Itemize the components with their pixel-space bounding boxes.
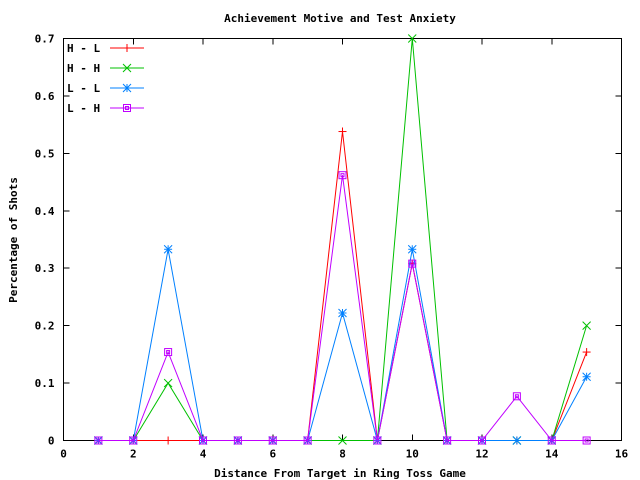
chart-title: Achievement Motive and Test Anxiety (224, 12, 456, 25)
legend: H - L H - H L - L L - H (67, 42, 144, 115)
y-tick-label: 0.5 (35, 147, 55, 160)
x-tick-label: 12 (475, 448, 488, 461)
y-tick-label: 0.7 (35, 33, 55, 46)
data-point (338, 127, 347, 136)
y-tick-label: 0.2 (35, 320, 55, 333)
data-point (164, 436, 173, 445)
series-2 (94, 34, 591, 445)
x-axis-label: Distance From Target in Ring Toss Game (214, 467, 466, 480)
x-tick-label: 16 (615, 448, 629, 461)
x-tick-label: 6 (269, 448, 276, 461)
y-axis-label: Percentage of Shots (7, 177, 20, 303)
data-point (373, 436, 382, 445)
data-point (512, 436, 522, 445)
data-point (303, 436, 312, 445)
data-point (268, 436, 277, 445)
data-point (94, 436, 103, 445)
legend-label: H - L (67, 42, 100, 55)
legend-label: H - H (67, 62, 100, 75)
data-point (163, 244, 173, 254)
series-layer (94, 34, 591, 445)
legend-item: L - H (67, 102, 144, 115)
data-point (338, 171, 347, 180)
data-point (582, 436, 591, 445)
series-4 (94, 171, 591, 445)
y-tick-label: 0.6 (35, 90, 55, 103)
data-point (407, 244, 417, 254)
series-3 (94, 244, 591, 445)
data-point (407, 34, 417, 43)
data-point (478, 436, 486, 445)
legend-item: H - L (67, 42, 144, 55)
series-line (98, 249, 588, 441)
data-point (582, 372, 591, 382)
legend-item: H - H (67, 62, 144, 75)
series-line (98, 175, 587, 441)
x-tick-label: 2 (130, 448, 137, 461)
x-tick-label: 8 (339, 448, 346, 461)
data-point (164, 348, 173, 357)
data-point (129, 436, 138, 445)
y-tick-label: 0.3 (35, 262, 55, 275)
legend-item: L - L (67, 82, 144, 95)
data-point (163, 378, 173, 388)
data-point (443, 436, 452, 445)
data-point (338, 308, 347, 318)
x-tick-label: 10 (406, 448, 419, 461)
legend-marker (122, 63, 132, 73)
y-tick-label: 0.4 (35, 205, 55, 218)
axis-ticks: 0 2 4 6 8 10 12 14 16 0 0.1 0.2 0.3 0.4 0.5 0.6 0.7 (35, 33, 629, 461)
legend-marker (123, 44, 131, 52)
legend-label: L - H (67, 102, 100, 115)
data-point (199, 436, 207, 445)
y-tick-label: 0 (48, 435, 55, 448)
data-point (512, 392, 521, 401)
legend-label: L - L (67, 82, 100, 95)
legend-marker (123, 104, 131, 112)
plot-frame (63, 38, 622, 441)
data-point (582, 321, 591, 330)
x-tick-label: 4 (200, 448, 207, 461)
data-point (547, 436, 556, 445)
data-point (338, 436, 347, 445)
legend-marker (122, 83, 132, 93)
x-tick-label: 14 (545, 448, 559, 461)
data-point (408, 259, 417, 268)
data-point (233, 436, 242, 445)
y-tick-label: 0.1 (35, 377, 55, 390)
x-tick-label: 0 (60, 448, 67, 461)
data-point (582, 348, 591, 357)
